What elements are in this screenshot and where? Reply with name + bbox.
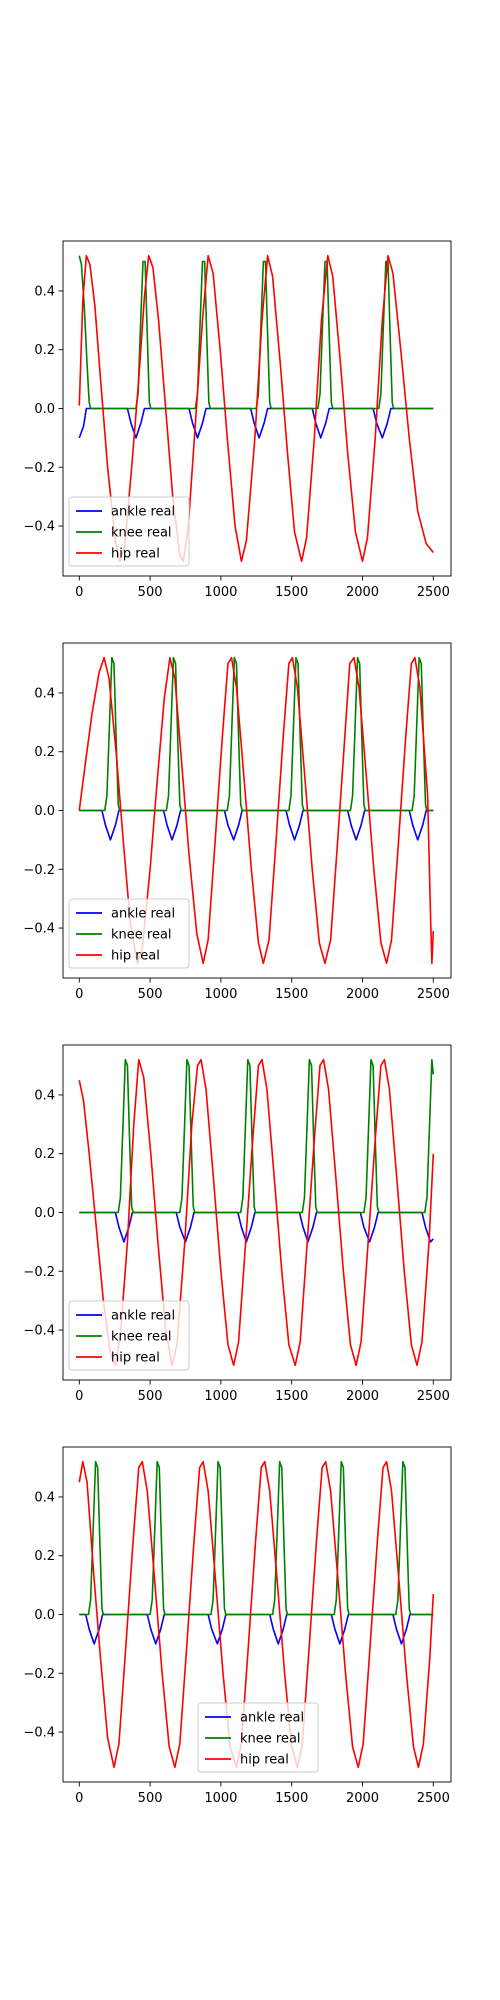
legend-label-hip: hip real xyxy=(111,547,160,562)
series-line-knee xyxy=(79,656,434,812)
legend-box xyxy=(197,1702,319,1773)
legend-label-ankle: ankle real xyxy=(111,907,175,922)
chart-panel-3: 0 500 1000 1500 2000 2500 −0.4 −0.2 0.0 0.2 0.4 ank… xyxy=(23,1044,452,1404)
legend-label-hip: hip real xyxy=(111,949,160,964)
x-tick-label: 2500 xyxy=(417,1791,450,1806)
legend-label-ankle: ankle real xyxy=(111,505,175,520)
x-tick-label: 1500 xyxy=(275,987,308,1002)
y-tick-label: 0.4 xyxy=(34,1088,55,1103)
y-tick-label: −0.4 xyxy=(23,922,55,937)
x-tick-label: 1500 xyxy=(275,1389,308,1404)
x-tick-label: 500 xyxy=(138,1389,163,1404)
x-tick-label: 0 xyxy=(75,1791,83,1806)
x-tick-label: 0 xyxy=(75,1389,83,1404)
legend-box xyxy=(68,898,190,969)
x-tick-label: 1500 xyxy=(275,585,308,600)
y-tick-label: 0.2 xyxy=(34,343,55,358)
legend-box xyxy=(68,1300,190,1371)
y-tick-label: −0.2 xyxy=(23,1265,55,1280)
x-tick-label: 500 xyxy=(138,1791,163,1806)
x-tick-label: 2500 xyxy=(417,1389,450,1404)
x-tick-label: 1000 xyxy=(204,1791,237,1806)
x-tick-label: 0 xyxy=(75,987,83,1002)
series-line-hip xyxy=(78,1058,435,1367)
x-tick-label: 2000 xyxy=(346,987,379,1002)
y-tick-label: 0.0 xyxy=(34,402,55,417)
legend: ankle real knee real hip real xyxy=(68,898,190,969)
y-tick-label: −0.2 xyxy=(23,461,55,476)
legend-label-knee: knee real xyxy=(240,1732,301,1747)
y-tick-label: 0.2 xyxy=(34,1147,55,1162)
legend: ankle real knee real hip real xyxy=(68,496,190,567)
x-tick-label: 2000 xyxy=(346,585,379,600)
legend-label-ankle: ankle real xyxy=(240,1711,304,1726)
x-tick-label: 1000 xyxy=(204,1389,237,1404)
x-tick-label: 1500 xyxy=(275,1791,308,1806)
y-tick-label: −0.4 xyxy=(23,1324,55,1339)
x-tick-label: 0 xyxy=(75,585,83,600)
y-tick-label: −0.4 xyxy=(23,520,55,535)
x-tick-label: 2500 xyxy=(417,987,450,1002)
x-tick-label: 1000 xyxy=(204,585,237,600)
series-line-knee xyxy=(78,255,434,410)
legend-box xyxy=(68,496,190,567)
legend-label-hip: hip real xyxy=(240,1753,289,1768)
y-tick-label: 0.2 xyxy=(34,1549,55,1564)
x-tick-label: 2000 xyxy=(346,1791,379,1806)
legend-label-knee: knee real xyxy=(111,928,172,943)
y-tick-label: −0.2 xyxy=(23,1667,55,1682)
y-tick-label: 0.4 xyxy=(34,686,55,701)
series-line-ankle xyxy=(79,1211,434,1243)
legend-label-ankle: ankle real xyxy=(111,1309,175,1324)
legend: ankle real knee real hip real xyxy=(68,1300,190,1371)
y-tick-label: −0.4 xyxy=(23,1726,55,1741)
x-tick-label: 2000 xyxy=(346,1389,379,1404)
legend-label-knee: knee real xyxy=(111,526,172,541)
x-tick-label: 2500 xyxy=(417,585,450,600)
series-line-knee xyxy=(79,1460,434,1616)
y-tick-label: 0.4 xyxy=(34,1490,55,1505)
chart-panel-1: 0 500 1000 1500 2000 2500 −0.4 −0.2 0.0 0.2 0.4 ank… xyxy=(23,240,452,600)
series-line-hip xyxy=(78,1460,435,1769)
x-tick-label: 500 xyxy=(138,585,163,600)
y-tick-label: 0.0 xyxy=(34,1608,55,1623)
y-tick-label: 0.2 xyxy=(34,745,55,760)
y-tick-label: 0.0 xyxy=(34,1206,55,1221)
x-tick-label: 500 xyxy=(138,987,163,1002)
y-tick-label: 0.0 xyxy=(34,804,55,819)
chart-panel-2: 0 500 1000 1500 2000 2500 −0.4 −0.2 0.0 0.2 0.4 ank… xyxy=(23,642,452,1002)
x-tick-label: 1000 xyxy=(204,987,237,1002)
y-tick-label: 0.4 xyxy=(34,284,55,299)
legend-label-hip: hip real xyxy=(111,1351,160,1366)
y-tick-label: −0.2 xyxy=(23,863,55,878)
legend-label-knee: knee real xyxy=(111,1330,172,1345)
series-line-knee xyxy=(79,1058,435,1214)
legend: ankle real knee real hip real xyxy=(197,1702,319,1773)
chart-panel-4: 0 500 1000 1500 2000 2500 −0.4 −0.2 0.0 0.2 0.4 ank… xyxy=(23,1446,452,1806)
